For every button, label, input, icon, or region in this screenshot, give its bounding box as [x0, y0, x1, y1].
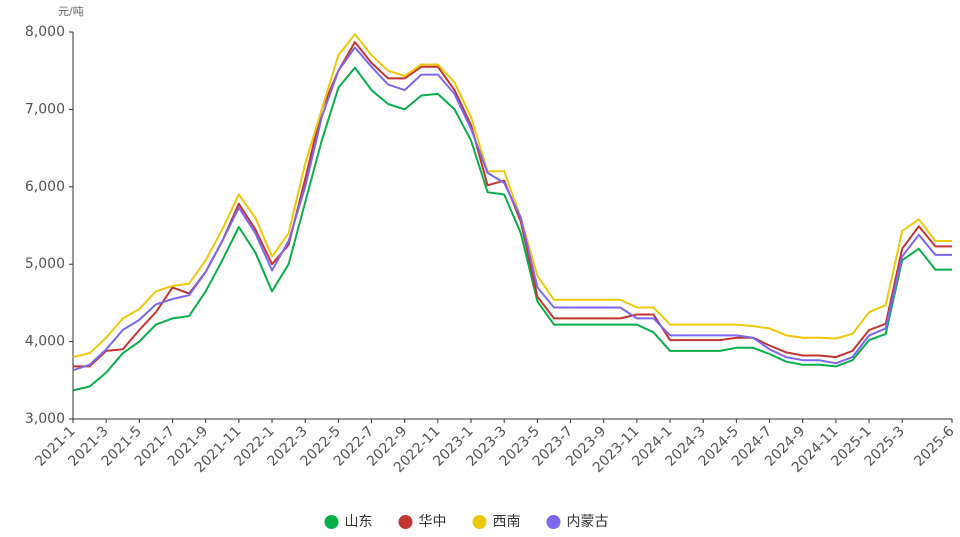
legend-label: 山东	[345, 514, 373, 530]
legend-marker	[472, 515, 487, 529]
series-line	[72, 66, 952, 392]
y-tick-label: 8,000	[25, 24, 65, 40]
legend-label: 西南	[493, 514, 521, 530]
y-tick-label: 7,000	[25, 101, 65, 117]
y-tick-label: 4,000	[25, 334, 65, 350]
series-line	[72, 46, 952, 372]
series-line	[72, 33, 952, 359]
series-line	[73, 41, 952, 368]
legend-label: 内蒙古	[567, 514, 609, 530]
legend-marker	[324, 515, 339, 529]
y-tick-label: 3,000	[25, 411, 65, 427]
y-tick-label: 6,000	[25, 179, 65, 195]
legend-marker	[398, 515, 413, 529]
x-tick-label: 2025-6	[911, 423, 957, 469]
legend-marker	[546, 515, 561, 529]
y-unit: 元/吨	[58, 5, 84, 18]
legend-label: 华中	[419, 514, 447, 530]
y-tick-label: 5,000	[25, 256, 65, 272]
